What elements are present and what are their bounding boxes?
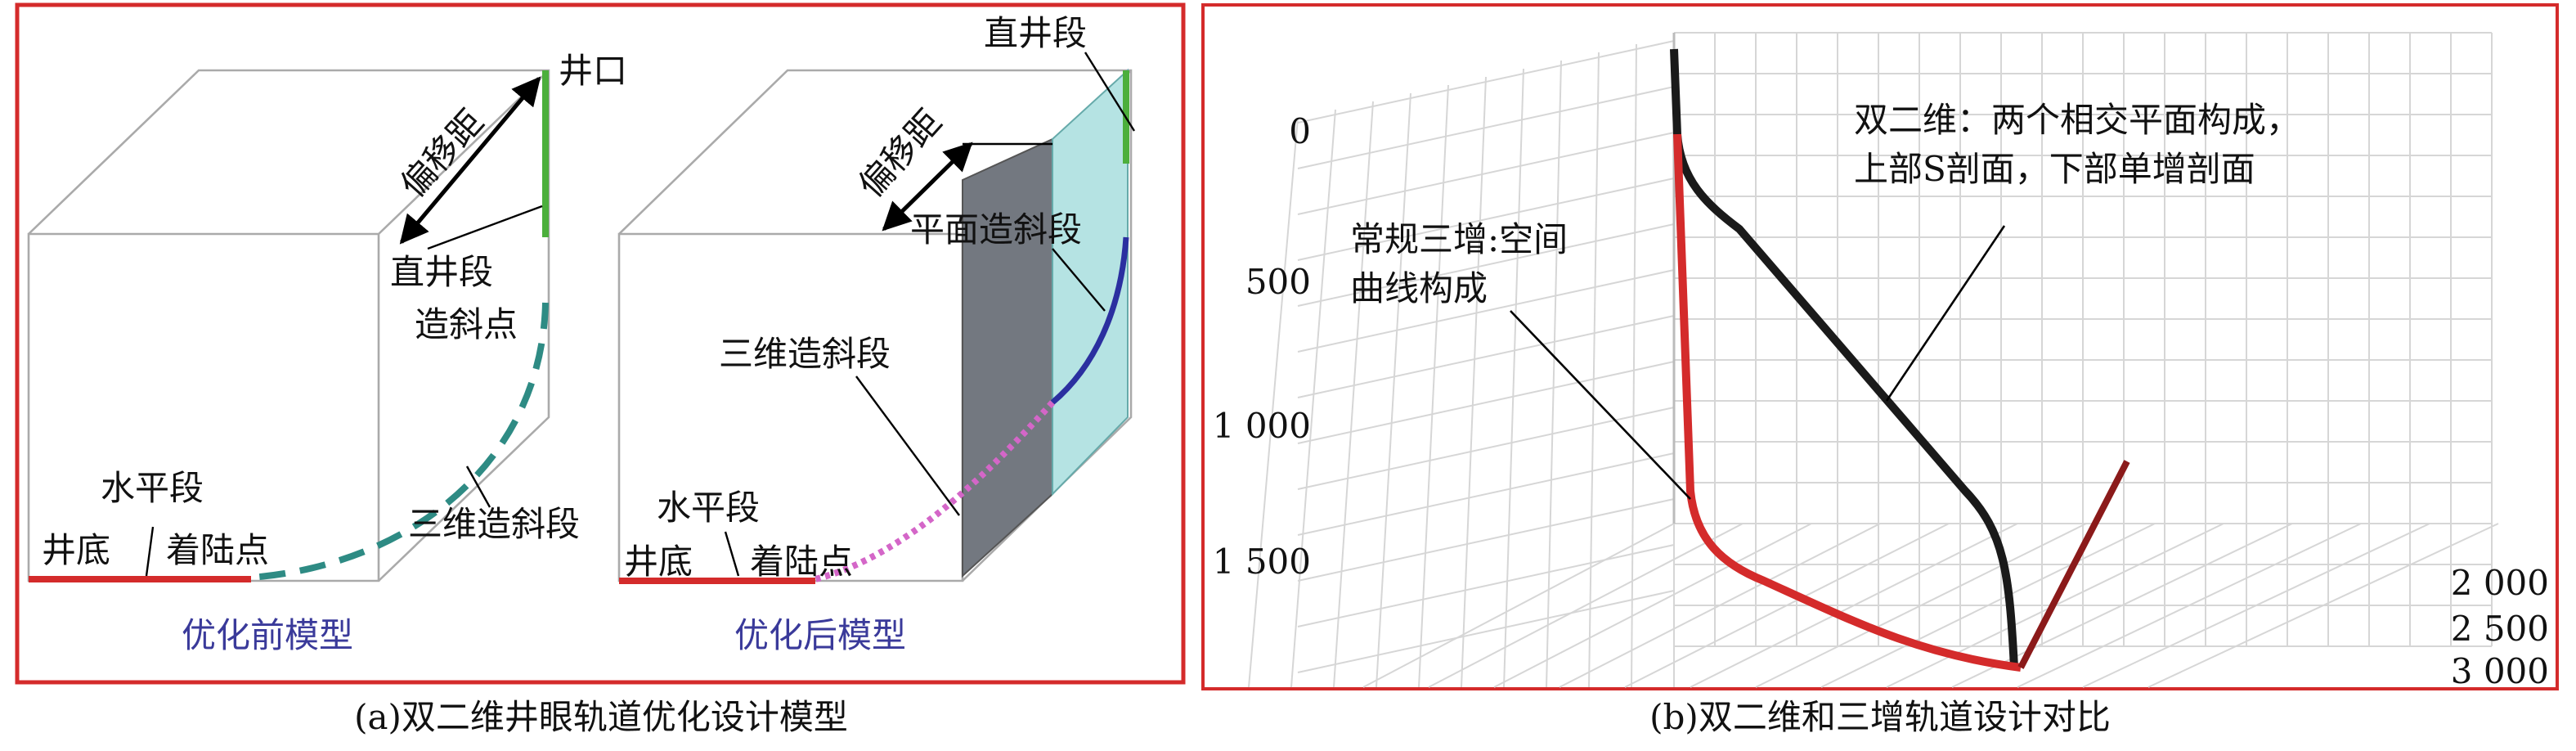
label: 常规三增:空间 xyxy=(1350,219,1568,259)
grid-line xyxy=(2147,523,2499,688)
grid-line xyxy=(1297,361,1675,444)
label: 0 xyxy=(1289,111,1311,151)
label: 井底 xyxy=(42,530,110,570)
grid-line xyxy=(1297,40,1675,124)
grid-line xyxy=(1248,117,1299,688)
label: 水平段 xyxy=(101,468,204,508)
grid-line xyxy=(1418,84,1449,688)
grid-line xyxy=(1588,52,1600,688)
leader xyxy=(1510,310,1691,500)
grid-line xyxy=(1297,452,1675,536)
planar-build xyxy=(1050,236,1129,405)
label: 1 500 xyxy=(1213,542,1311,582)
grid-line xyxy=(2017,523,2362,688)
grid-line xyxy=(1290,109,1336,688)
grid-line xyxy=(1559,523,1881,688)
label: 着陆点 xyxy=(166,530,269,570)
grid-line xyxy=(1297,590,1675,673)
build-3d xyxy=(815,400,1055,582)
grid-line xyxy=(1297,544,1675,627)
label: (a)双二维井眼轨道优化设计模型 xyxy=(354,697,848,737)
label: 1 000 xyxy=(1213,406,1311,446)
grid-line xyxy=(1461,76,1487,688)
label: 偏移距 xyxy=(850,101,949,205)
leader xyxy=(427,205,543,250)
panel-border xyxy=(1201,3,2559,690)
offset-arrow xyxy=(399,76,541,245)
label: (b)双二维和三增轨道设计对比 xyxy=(1649,697,2111,737)
grid-line xyxy=(1503,68,1524,688)
label: 三维造斜段 xyxy=(719,334,891,374)
label: 直井段 xyxy=(390,252,493,292)
label: 着陆点 xyxy=(750,542,853,582)
label: 井底 xyxy=(624,542,693,582)
three-build-trajectory xyxy=(1673,133,2022,672)
grid-line xyxy=(1820,523,2156,688)
grid-line xyxy=(1631,43,1637,688)
leader xyxy=(465,465,491,508)
grid-line xyxy=(1690,523,2018,688)
grid-line xyxy=(2082,523,2430,688)
leader xyxy=(1052,248,1106,312)
grid-line xyxy=(1297,407,1675,490)
label: 水平段 xyxy=(657,488,760,528)
grid-line xyxy=(1624,523,1950,688)
label: 平面造斜段 xyxy=(910,209,1082,250)
grid-line xyxy=(1297,132,1675,215)
grid-line xyxy=(1376,92,1411,688)
label: 双二维：两个相交平面构成， xyxy=(1854,100,2300,140)
leader xyxy=(145,526,155,577)
grid-line xyxy=(1297,498,1675,582)
label: 优化前模型 xyxy=(182,615,353,655)
label: 井口 xyxy=(559,51,627,91)
panel-border xyxy=(15,2,1186,685)
grid-line xyxy=(1333,101,1374,688)
leader xyxy=(855,376,960,516)
grid-line xyxy=(1297,223,1675,307)
label: 上部S剖面，下部单增剖面 xyxy=(1854,149,2255,189)
leader xyxy=(1885,225,2006,402)
label: 2 500 xyxy=(2451,609,2549,649)
label: 3 000 xyxy=(2451,651,2549,691)
leader xyxy=(1084,52,1136,132)
grid-line xyxy=(1362,523,1675,688)
grid-line xyxy=(1546,60,1562,688)
label: 2 000 xyxy=(2451,563,2549,603)
grid-line xyxy=(1428,523,1744,688)
grid-line xyxy=(1493,523,1812,688)
label: 曲线构成 xyxy=(1350,268,1488,308)
label: 优化后模型 xyxy=(734,615,906,655)
grid-line xyxy=(1297,178,1675,261)
offset-arrow xyxy=(882,142,973,232)
grid-line xyxy=(1951,523,2293,688)
plane-dark xyxy=(962,137,1053,578)
horizontal-trajectory xyxy=(2017,460,2130,669)
label: 直井段 xyxy=(984,13,1087,53)
grid-line xyxy=(1297,86,1675,169)
build-3d xyxy=(250,302,549,581)
double-2d-trajectory xyxy=(1670,48,2018,668)
grid-line xyxy=(1297,269,1675,353)
grid-line xyxy=(1297,315,1675,398)
leader xyxy=(724,531,740,577)
grid-line xyxy=(1755,523,2087,688)
label: 500 xyxy=(1245,262,1311,302)
label: 三维造斜段 xyxy=(408,504,580,544)
label: 造斜点 xyxy=(415,304,518,344)
